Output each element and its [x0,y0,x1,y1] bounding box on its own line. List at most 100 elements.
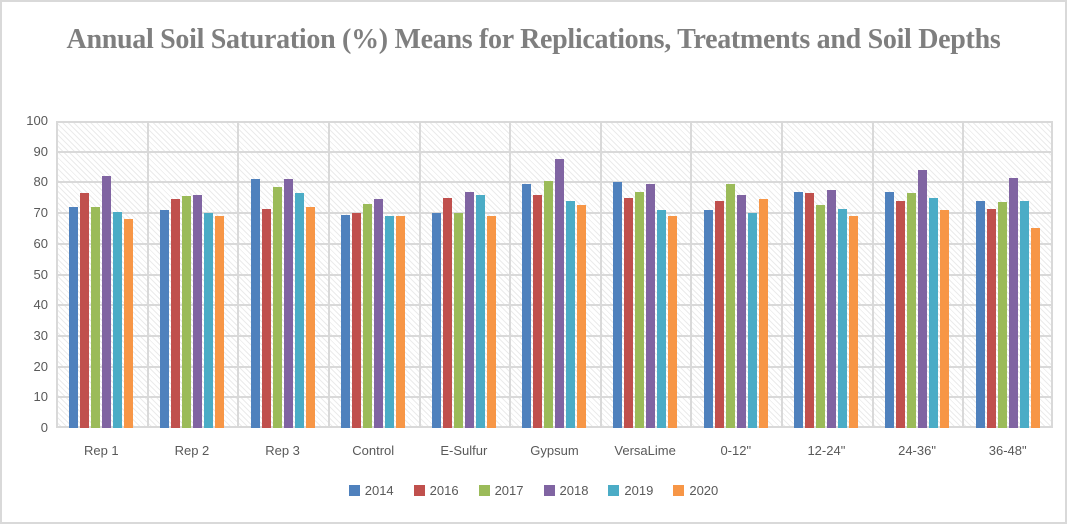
legend-label-2016: 2016 [429,483,459,498]
bar-group-VersaLime [600,121,691,428]
gridline-x-boundary [328,121,330,428]
gridline-x-boundary [872,121,874,428]
legend-swatch-2017 [478,485,490,496]
bar-2020-12-24" [849,216,859,428]
bar-group-E-Sulfur [419,121,510,428]
bar-2019-E-Sulfur [475,194,485,428]
bar-2019-Rep 2 [203,213,213,428]
bar-2018-Rep 3 [283,179,293,428]
bar-2014-24-36" [885,191,895,428]
bar-2016-Rep 1 [80,193,90,428]
gridline-y-60 [56,242,1053,245]
gridline-y-90 [56,150,1053,153]
bar-2014-VersaLime [613,182,623,428]
bar-2018-Gypsum [555,159,565,428]
y-tick-label: 40 [33,297,48,313]
gridline-y-30 [56,334,1053,337]
bar-2020-0-12" [758,199,768,428]
bar-2018-Rep 2 [192,194,202,428]
gridline-y-80 [56,181,1053,184]
bar-2014-12-24" [794,191,804,428]
bar-2019-Control [385,216,395,428]
gridline-x-boundary [690,121,692,428]
legend-swatch-2020 [673,485,685,496]
x-category-label: 0-12" [720,443,752,458]
bar-2017-24-36" [907,193,917,428]
bar-2014-0-12" [703,210,713,428]
bar-2018-Rep 1 [102,176,112,428]
bar-2017-Rep 3 [272,187,282,428]
gridline-y-20 [56,365,1053,368]
legend: 2014 2016 2017 2018 2019 2020 [2,483,1065,498]
y-tick-label: 80 [33,174,48,190]
x-category-label: Control [352,443,395,458]
bar-group-Control [328,121,419,428]
bar-2016-Rep 3 [261,208,271,428]
x-category-label: 36-48" [988,443,1027,458]
bar-2019-12-24" [838,208,848,428]
bar-2020-Control [396,216,406,428]
bar-2016-E-Sulfur [442,197,452,428]
bar-group-Rep 2 [147,121,238,428]
x-category-label: Gypsum [530,443,579,458]
legend-label-2020: 2020 [689,483,719,498]
bar-2014-Rep 3 [250,179,260,428]
gridline-x-boundary [147,121,149,428]
legend-swatch-2018 [543,485,555,496]
gridline-x-boundary [419,121,421,428]
x-category-label: E-Sulfur [440,443,488,458]
bar-2019-36-48" [1019,200,1029,428]
legend-item-2017: 2017 [478,483,524,498]
y-tick-label: 30 [33,327,48,343]
legend-swatch-2019 [608,485,620,496]
bar-2014-Rep 2 [159,210,169,428]
legend-label-2014: 2014 [364,483,394,498]
y-tick-label: 0 [40,420,48,435]
gridline-y-40 [56,304,1053,307]
bar-2019-Gypsum [566,200,576,428]
bar-2017-12-24" [816,205,826,428]
bar-group-Rep 1 [56,121,147,428]
bar-2014-Rep 1 [69,206,79,428]
bar-2019-0-12" [747,213,757,428]
legend-swatch-2014 [348,485,360,496]
bar-2017-Gypsum [544,180,554,428]
legend-swatch-2016 [413,485,425,496]
bar-2014-E-Sulfur [431,213,441,428]
bar-group-Rep 3 [237,121,328,428]
gridline-y-100 [56,121,1053,123]
bar-2016-Gypsum [533,194,543,428]
bar-2020-VersaLime [668,216,678,428]
bar-2018-24-36" [918,170,928,428]
bar-group-36-48" [962,121,1053,428]
y-tick-label: 10 [33,389,48,405]
bar-2020-Rep 2 [214,216,224,428]
bar-2019-24-36" [929,197,939,428]
gridline-x-boundary [1051,121,1053,428]
bar-2014-36-48" [975,200,985,428]
bar-2014-Control [341,214,351,428]
bar-group-Gypsum [509,121,600,428]
bar-2018-0-12" [736,194,746,428]
legend-item-2019: 2019 [608,483,653,498]
legend-item-2014: 2014 [348,483,394,498]
legend-label-2017: 2017 [494,483,524,498]
x-category-label: Rep 2 [174,443,210,458]
bar-2017-Rep 2 [181,196,191,428]
gridline-x-boundary [600,121,602,428]
bar-2017-Control [363,203,373,428]
legend-item-2020: 2020 [673,483,718,498]
y-tick-label: 70 [33,205,48,221]
gridline-y-70 [56,212,1053,215]
bar-2016-36-48" [986,208,996,428]
bar-group-0-12" [690,121,781,428]
y-tick-label: 100 [26,113,48,128]
x-category-label: Rep 1 [83,443,119,458]
bar-2018-Control [374,199,384,428]
bar-2016-12-24" [805,193,815,428]
y-tick-label: 50 [33,266,48,282]
bar-2016-0-12" [714,200,724,428]
bar-2016-Control [352,213,362,428]
